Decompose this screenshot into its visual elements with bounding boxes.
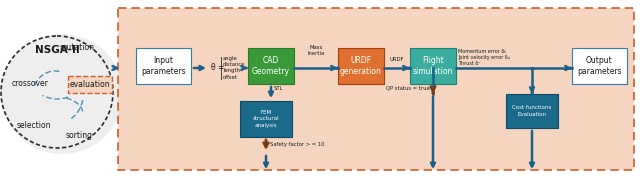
Text: CAD
Geometry: CAD Geometry xyxy=(252,56,290,76)
Text: crossover: crossover xyxy=(12,80,49,89)
FancyBboxPatch shape xyxy=(240,101,292,137)
FancyBboxPatch shape xyxy=(506,94,558,128)
Text: mutation: mutation xyxy=(60,43,95,52)
FancyBboxPatch shape xyxy=(572,48,627,84)
Text: STL: STL xyxy=(274,86,284,91)
FancyBboxPatch shape xyxy=(338,48,384,84)
Text: Flight
simulation: Flight simulation xyxy=(413,56,453,76)
Text: Mass
Inertia: Mass Inertia xyxy=(307,45,324,56)
Text: QP status = true: QP status = true xyxy=(387,86,430,91)
FancyBboxPatch shape xyxy=(118,8,634,170)
Text: θ =: θ = xyxy=(211,62,225,71)
FancyBboxPatch shape xyxy=(248,48,294,84)
Text: sorting: sorting xyxy=(65,130,93,140)
Text: Output
parameters: Output parameters xyxy=(577,56,622,76)
Text: Input
parameters: Input parameters xyxy=(141,56,186,76)
Text: Safety factor > = 10: Safety factor > = 10 xyxy=(270,142,324,147)
Text: FEM
structural
analysis: FEM structural analysis xyxy=(253,110,279,128)
Text: URDF
generation: URDF generation xyxy=(340,56,382,76)
Text: Thrust δᵀ: Thrust δᵀ xyxy=(458,61,480,66)
Text: angle
distance
length
offset: angle distance length offset xyxy=(223,56,246,80)
Ellipse shape xyxy=(1,34,123,154)
Text: Cost functions
Evaluation: Cost functions Evaluation xyxy=(513,105,552,117)
Text: selection: selection xyxy=(17,121,51,130)
Text: evaluation: evaluation xyxy=(70,80,110,89)
Text: NSGA-II: NSGA-II xyxy=(35,45,79,55)
Text: Momentum error δₖ: Momentum error δₖ xyxy=(458,49,506,54)
FancyBboxPatch shape xyxy=(410,48,456,84)
Text: URDF: URDF xyxy=(390,57,404,62)
FancyBboxPatch shape xyxy=(136,48,191,84)
FancyBboxPatch shape xyxy=(68,76,112,93)
Text: Joint velocity error δᵤ: Joint velocity error δᵤ xyxy=(458,55,509,60)
